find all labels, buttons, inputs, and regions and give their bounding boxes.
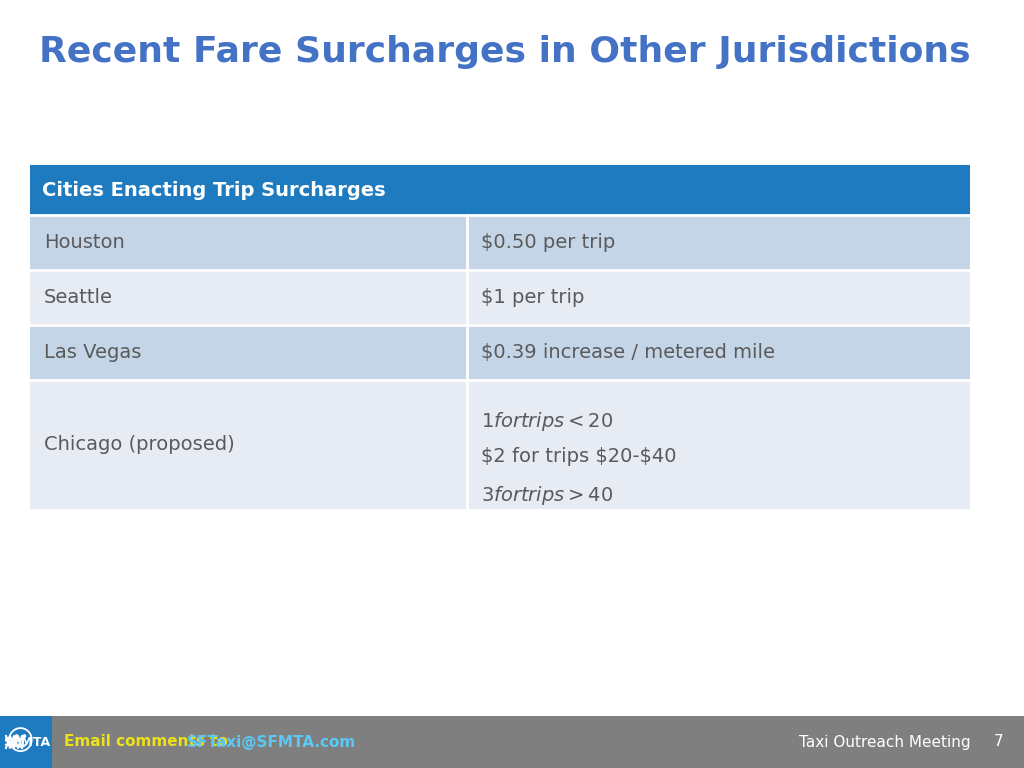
Bar [30, 165, 970, 215]
Text: Las Vegas: Las Vegas [44, 343, 141, 362]
Text: Email comments to: Email comments to [63, 734, 233, 750]
Bar [30, 380, 970, 510]
Bar [30, 270, 970, 325]
Text: Taxi Outreach Meeting: Taxi Outreach Meeting [799, 734, 971, 750]
Bar [30, 215, 970, 270]
Text: $3 for trips > $40: $3 for trips > $40 [481, 484, 613, 507]
Text: $0.39 increase / metered mile: $0.39 increase / metered mile [481, 343, 775, 362]
Bar [0, 716, 52, 768]
Text: $2 for trips $20-$40: $2 for trips $20-$40 [481, 447, 677, 466]
Text: Chicago (proposed): Chicago (proposed) [44, 435, 234, 455]
Text: Seattle: Seattle [44, 288, 113, 307]
Text: SFTaxi@SFMTA.com: SFTaxi@SFMTA.com [186, 734, 356, 750]
Text: ☺: ☺ [6, 728, 35, 756]
Text: Recent Fare Surcharges in Other Jurisdictions: Recent Fare Surcharges in Other Jurisdic… [39, 35, 971, 69]
Text: Cities Enacting Trip Surcharges: Cities Enacting Trip Surcharges [42, 180, 386, 200]
Bar [30, 325, 970, 380]
Text: $1 per trip: $1 per trip [481, 288, 585, 307]
Text: Houston: Houston [44, 233, 125, 252]
Text: 7: 7 [993, 734, 1004, 750]
Bar [0, 716, 1024, 768]
Text: SFMTA: SFMTA [3, 736, 50, 749]
Text: $0.50 per trip: $0.50 per trip [481, 233, 615, 252]
Text: $1 for trips < $20: $1 for trips < $20 [481, 409, 613, 432]
